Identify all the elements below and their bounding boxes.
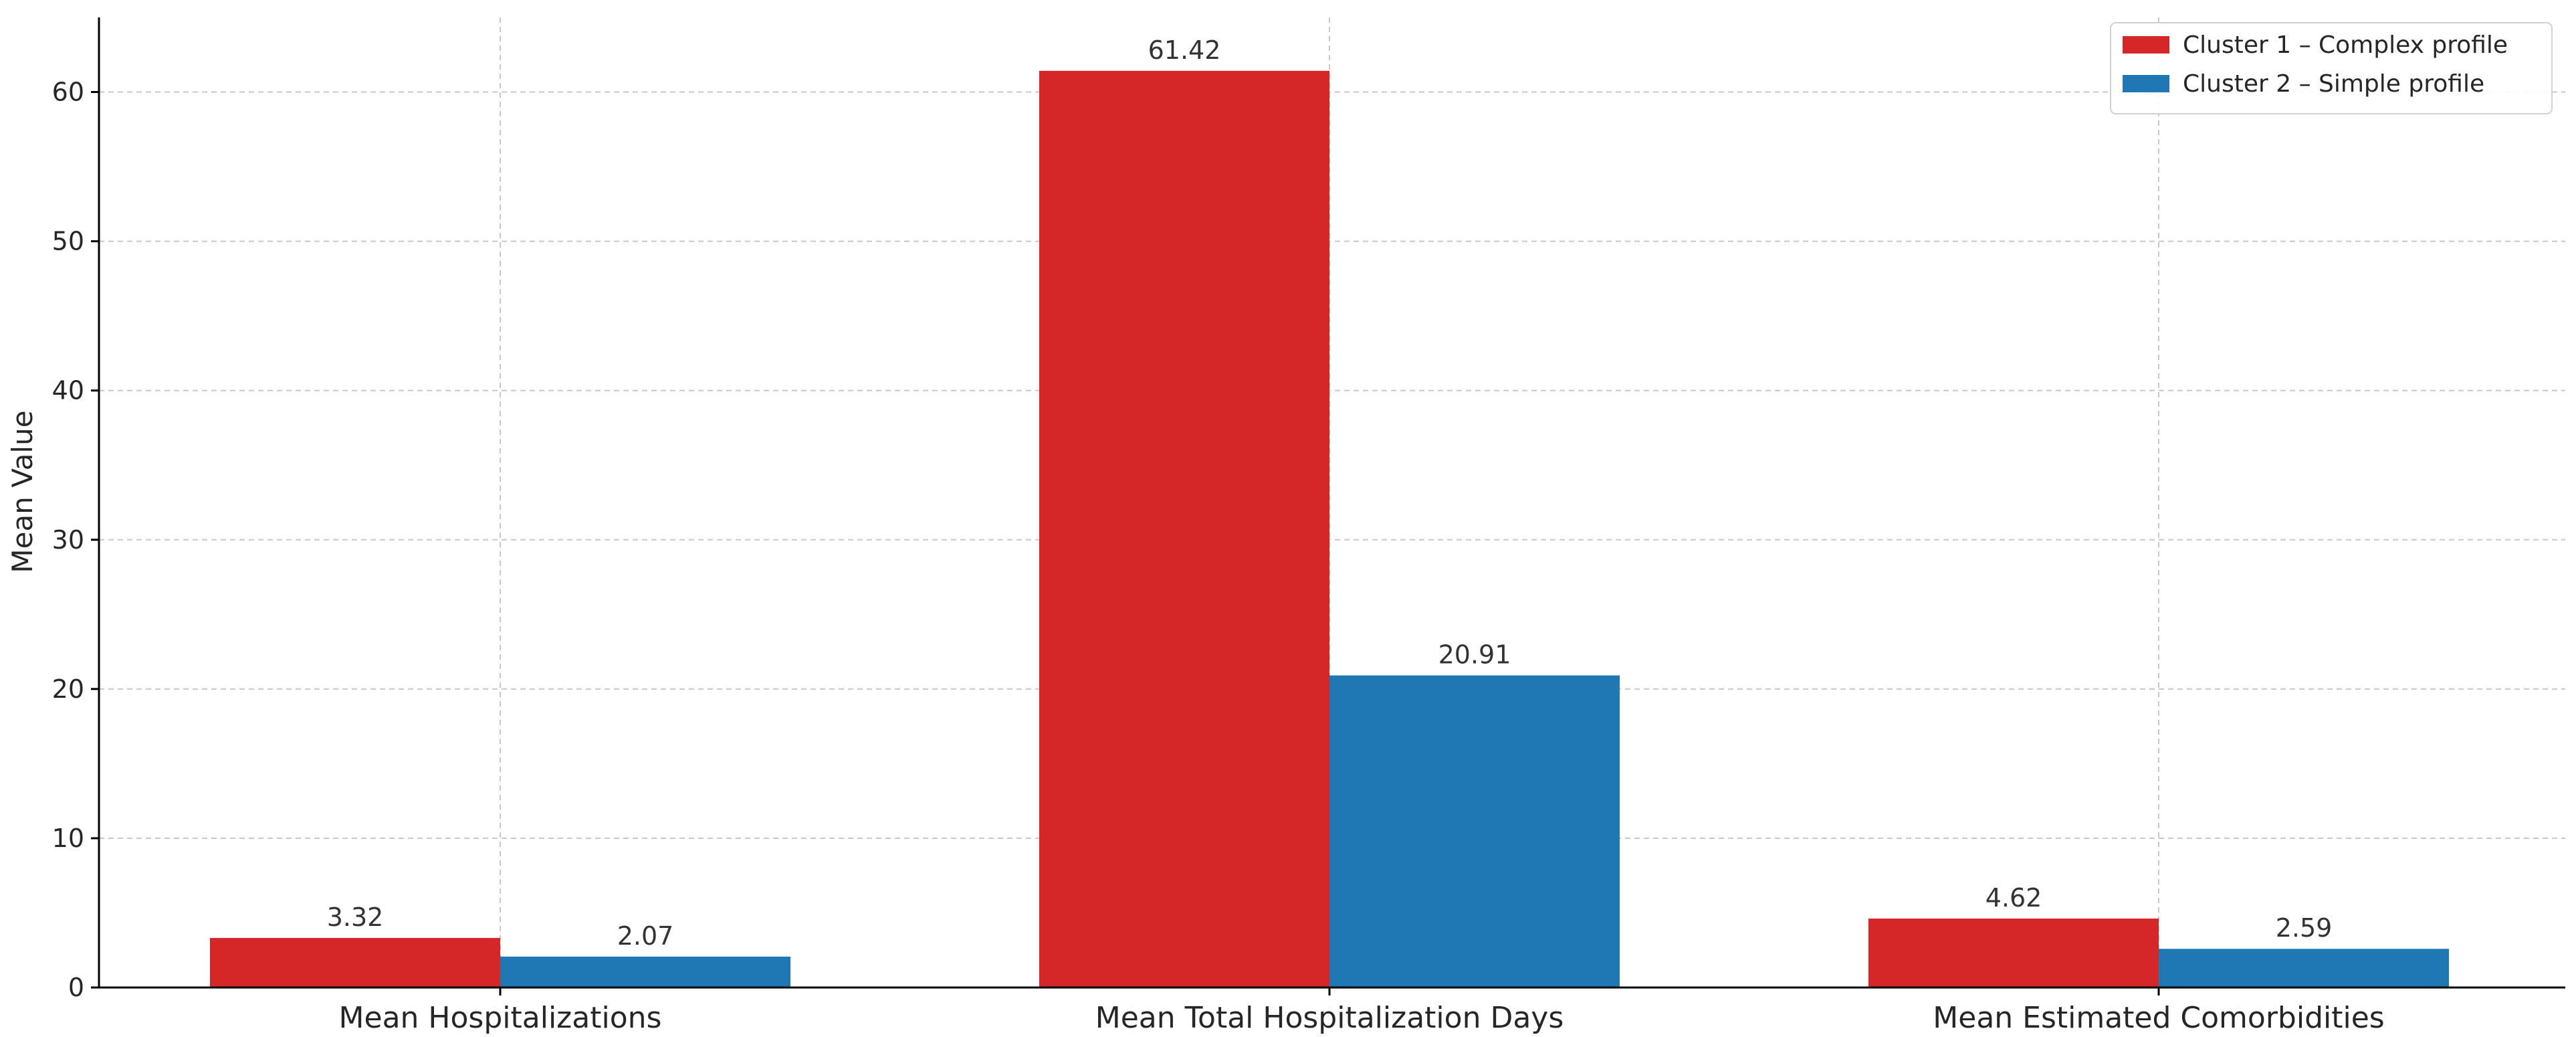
axis-layer: Mean Value 0 10 20 30 40 50 60 Mean Hospitaliza… (6, 17, 2565, 1035)
data-label-series-1-category-2: 61.42 (1148, 35, 1221, 65)
y-tick-label: 40 (52, 376, 84, 405)
bar-series-1-category-3 (1868, 918, 2159, 987)
bar-series-1-category-2 (1039, 70, 1329, 987)
y-axis-title: Mean Value (6, 410, 39, 573)
data-label-series-1-category-3: 4.62 (1985, 883, 2042, 913)
legend-swatch-2 (2123, 75, 2169, 92)
legend-label-1: Cluster 1 – Complex profile (2183, 31, 2508, 59)
legend-label-2: Cluster 2 – Simple profile (2183, 70, 2484, 98)
data-label-series-2-category-3: 2.59 (2276, 913, 2333, 943)
bar-series-1-category-1 (210, 937, 500, 987)
y-tick-label: 10 (52, 824, 84, 853)
data-label-series-2-category-1: 2.07 (617, 921, 674, 951)
data-label-series-1-category-1: 3.32 (327, 903, 384, 932)
y-tick-label: 20 (52, 674, 84, 704)
x-category-label: Mean Total Hospitalization Days (1095, 1001, 1564, 1035)
x-category-label: Mean Hospitalizations (339, 1001, 662, 1035)
bar-series-2-category-3 (2159, 949, 2449, 987)
legend-box (2110, 22, 2553, 114)
y-tick-label: 50 (52, 227, 84, 256)
y-tick-label: 30 (52, 525, 84, 555)
y-tick-label: 0 (68, 973, 84, 1002)
bar-series-2-category-2 (1329, 675, 1620, 987)
bar-series-2-category-1 (500, 956, 790, 987)
legend-swatch-1 (2123, 36, 2169, 54)
legend: Cluster 1 – Complex profile Cluster 2 – S… (2110, 22, 2553, 114)
bar-layer: 3.32 61.42 4.62 2.07 20.91 2.59 (210, 35, 2449, 987)
data-label-series-2-category-2: 20.91 (1438, 640, 1511, 670)
y-tick-label: 60 (52, 78, 84, 107)
x-category-label: Mean Estimated Comorbidities (1933, 1001, 2384, 1035)
